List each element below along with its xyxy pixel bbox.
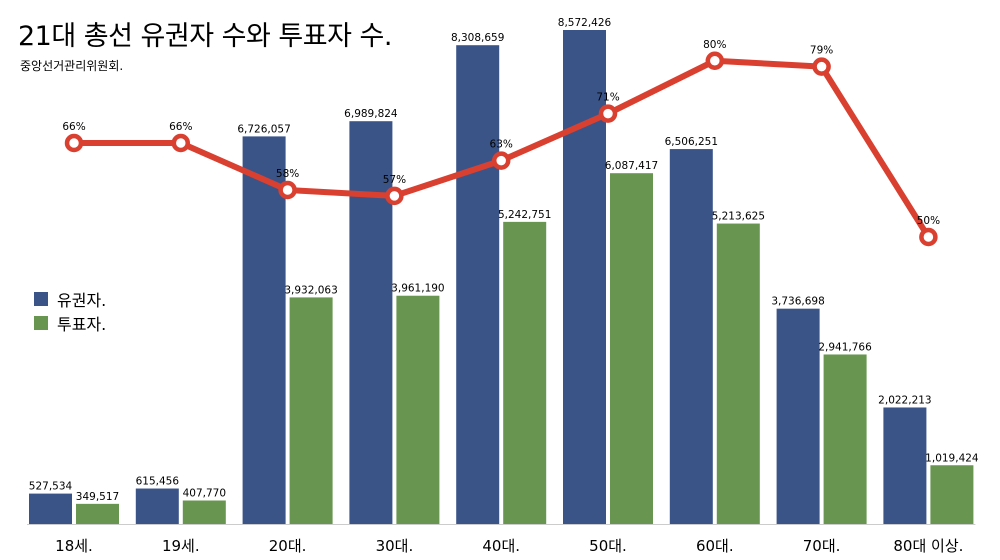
bar-voters-8 bbox=[883, 407, 927, 524]
bar-voters-4 bbox=[456, 45, 500, 524]
turnout-point-6 bbox=[705, 51, 725, 70]
bar-label-ballots-1: 407,770 bbox=[183, 488, 226, 500]
turnout-label-3: 57% bbox=[383, 174, 406, 186]
bar-ballots-1 bbox=[182, 500, 226, 524]
bar-voters-0 bbox=[29, 493, 72, 524]
category-label-0: 18세. bbox=[55, 537, 93, 555]
legend-label-ballots: 투표자. bbox=[57, 315, 107, 334]
bar-label-voters-1: 615,456 bbox=[136, 476, 180, 488]
turnout-point-0 bbox=[64, 133, 84, 153]
bar-voters-7 bbox=[776, 308, 820, 524]
category-label-1: 19세. bbox=[162, 537, 200, 555]
bar-label-ballots-8: 1,019,424 bbox=[925, 452, 979, 464]
turnout-point-8 bbox=[919, 227, 938, 247]
bar-ballots-5 bbox=[610, 173, 653, 524]
category-label-3: 30대. bbox=[376, 537, 414, 555]
bar-label-ballots-4: 5,242,751 bbox=[498, 209, 551, 221]
bar-voters-3 bbox=[349, 121, 393, 524]
legend-swatch-voters bbox=[34, 292, 48, 306]
legend-item-voters: 유권자. bbox=[34, 287, 106, 311]
bar-ballots-0 bbox=[76, 503, 119, 524]
turnout-label-4: 63% bbox=[490, 139, 513, 151]
bar-label-ballots-7: 2,941,766 bbox=[818, 341, 872, 353]
bar-label-ballots-2: 3,932,063 bbox=[284, 284, 337, 296]
turnout-point-1 bbox=[171, 133, 191, 153]
category-label-8: 80대 이상. bbox=[893, 537, 963, 555]
category-label-6: 60대. bbox=[696, 537, 734, 555]
bar-label-voters-8: 2,022,213 bbox=[878, 394, 931, 406]
bar-voters-2 bbox=[242, 136, 286, 524]
category-label-4: 40대. bbox=[482, 537, 520, 555]
bar-ballots-7 bbox=[823, 354, 867, 524]
chart-source: 중앙선거관리위원회. bbox=[20, 59, 124, 73]
bar-label-voters-3: 6,989,824 bbox=[344, 108, 398, 120]
bar-label-ballots-3: 3,961,190 bbox=[391, 283, 444, 295]
turnout-label-8: 50% bbox=[917, 215, 940, 227]
turnout-label-0: 66% bbox=[62, 121, 85, 133]
bar-label-voters-0: 527,534 bbox=[29, 481, 73, 493]
bar-ballots-2 bbox=[289, 297, 333, 524]
bar-voters-6 bbox=[669, 149, 713, 524]
turnout-point-5 bbox=[598, 104, 618, 123]
bar-label-voters-6: 6,506,251 bbox=[665, 136, 718, 148]
category-label-5: 50대. bbox=[589, 537, 627, 555]
legend-item-ballots: 투표자. bbox=[34, 311, 106, 335]
bar-ballots-6 bbox=[716, 223, 760, 524]
chart-title: 21대 총선 유권자 수와 투표자 수. bbox=[18, 21, 392, 52]
bar-ballots-8 bbox=[930, 465, 974, 524]
legend-label-voters: 유권자. bbox=[57, 291, 107, 310]
bar-label-voters-7: 3,736,698 bbox=[771, 296, 824, 308]
turnout-label-1: 66% bbox=[169, 121, 192, 133]
category-label-2: 20대. bbox=[269, 537, 307, 555]
bar-label-voters-4: 8,308,659 bbox=[451, 32, 504, 44]
bar-label-ballots-5: 6,087,417 bbox=[605, 160, 658, 172]
bar-label-voters-2: 6,726,057 bbox=[237, 123, 290, 135]
turnout-label-7: 79% bbox=[810, 45, 833, 57]
turnout-point-4 bbox=[491, 151, 511, 170]
legend-swatch-ballots bbox=[34, 316, 48, 330]
legend: 유권자. 투표자. bbox=[34, 287, 106, 335]
turnout-point-3 bbox=[385, 186, 404, 206]
turnout-label-5: 71% bbox=[596, 92, 619, 104]
bar-label-ballots-6: 5,213,625 bbox=[712, 211, 765, 223]
bar-label-voters-5: 8,572,426 bbox=[558, 17, 612, 29]
turnout-point-2 bbox=[278, 180, 297, 200]
turnout-label-6: 80% bbox=[703, 39, 726, 51]
turnout-point-7 bbox=[812, 57, 831, 76]
category-label-7: 70대. bbox=[803, 537, 841, 555]
bar-label-ballots-0: 349,517 bbox=[76, 491, 119, 503]
bar-voters-1 bbox=[135, 488, 179, 524]
bar-voters-5 bbox=[563, 30, 606, 524]
bar-ballots-3 bbox=[396, 295, 440, 524]
turnout-label-2: 58% bbox=[276, 168, 299, 180]
bar-ballots-4 bbox=[503, 221, 547, 525]
